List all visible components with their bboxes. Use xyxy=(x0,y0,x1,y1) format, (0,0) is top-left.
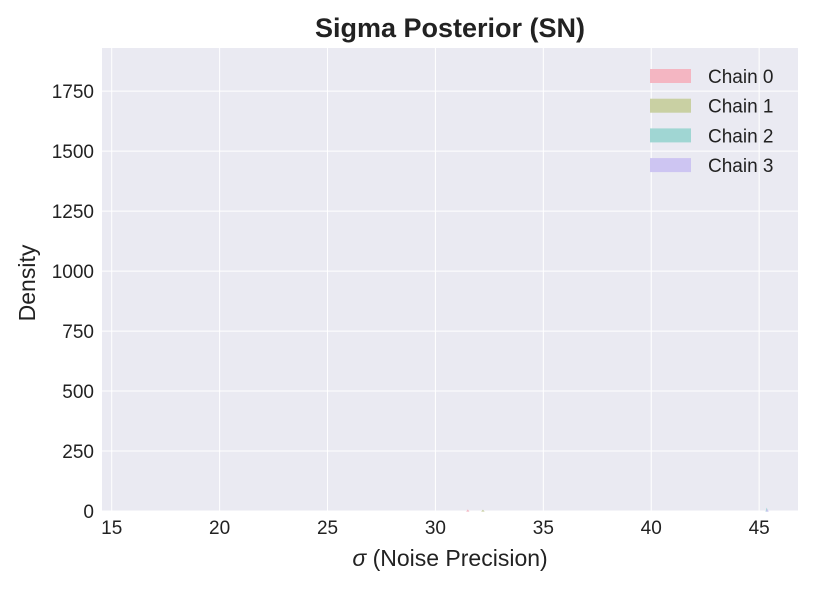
x-axis-label: σ (Noise Precision) xyxy=(352,545,547,571)
series-area-chain-3 xyxy=(765,508,769,512)
series-area-chain-0 xyxy=(466,509,470,512)
x-tick-label: 20 xyxy=(209,518,230,539)
x-axis-ticks: 15 20 25 30 35 40 45 xyxy=(101,518,770,539)
y-tick-label: 1000 xyxy=(52,262,94,283)
legend: Chain 0 Chain 1 Chain 2 Chain 3 xyxy=(650,67,774,177)
y-tick-label: 1500 xyxy=(52,142,94,163)
x-axis-label-text: (Noise Precision) xyxy=(366,545,548,571)
x-tick-label: 45 xyxy=(749,518,770,539)
y-tick-label: 1750 xyxy=(52,82,94,103)
legend-swatch-chain-0 xyxy=(650,69,691,83)
legend-label-chain-1: Chain 1 xyxy=(708,97,774,118)
legend-label-chain-2: Chain 2 xyxy=(708,126,774,147)
y-tick-label: 500 xyxy=(62,382,94,403)
legend-swatch-chain-3 xyxy=(650,158,691,173)
y-axis-ticks: 0 250 500 750 1000 1250 1500 1750 xyxy=(52,82,94,523)
x-tick-label: 30 xyxy=(425,518,446,539)
y-tick-label: 1250 xyxy=(52,202,94,223)
x-tick-label: 40 xyxy=(641,518,662,539)
x-axis-label-symbol: σ xyxy=(352,545,367,571)
y-tick-label: 0 xyxy=(83,502,94,523)
x-tick-label: 25 xyxy=(317,518,338,539)
x-tick-label: 15 xyxy=(101,518,122,539)
legend-label-chain-0: Chain 0 xyxy=(708,67,774,88)
legend-swatch-chain-1 xyxy=(650,98,691,113)
legend-label-chain-3: Chain 3 xyxy=(708,156,774,177)
y-tick-label: 250 xyxy=(62,442,94,463)
chart-title: Sigma Posterior (SN) xyxy=(315,13,585,43)
plot-area xyxy=(102,48,798,511)
series-layer xyxy=(466,507,769,512)
y-axis-label: Density xyxy=(14,244,40,321)
x-tick-label: 35 xyxy=(533,518,554,539)
grid xyxy=(102,48,798,512)
legend-swatch-chain-2 xyxy=(650,128,691,143)
y-tick-label: 750 xyxy=(62,322,94,343)
